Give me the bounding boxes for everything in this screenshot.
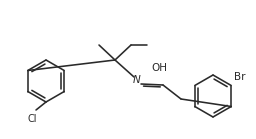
Text: N: N <box>133 75 141 85</box>
Text: OH: OH <box>151 63 167 73</box>
Text: Cl: Cl <box>27 114 37 124</box>
Text: Br: Br <box>234 71 246 81</box>
